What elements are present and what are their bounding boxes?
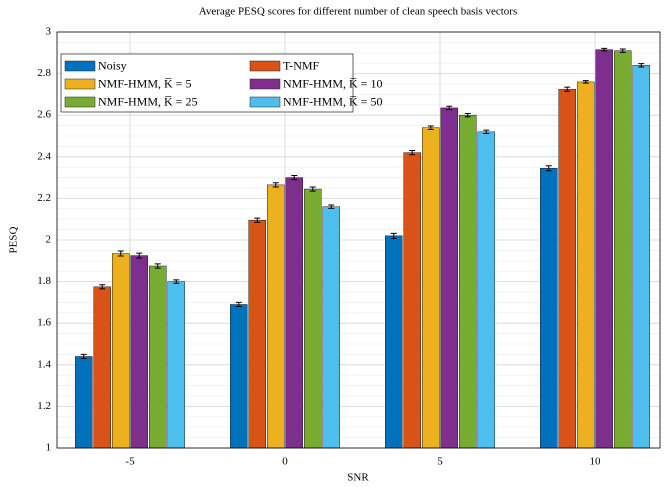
y-tick-label: 3 — [46, 26, 52, 38]
bar — [477, 131, 495, 449]
error-bar — [427, 125, 434, 130]
bar — [248, 219, 266, 449]
error-bar — [619, 48, 626, 53]
y-tick-label: 2.8 — [37, 67, 51, 79]
legend-box — [60, 53, 354, 113]
error-bar — [601, 47, 608, 52]
error-bar — [390, 232, 397, 239]
error-bar — [80, 353, 87, 360]
error-bar — [545, 165, 552, 172]
error-bar — [254, 217, 261, 223]
bar — [75, 356, 93, 449]
bar — [112, 253, 130, 449]
error-bar — [409, 150, 416, 156]
error-bar — [582, 80, 589, 84]
y-axis-label: PESQ — [8, 226, 20, 253]
error-bar — [564, 86, 571, 92]
error-bar — [328, 204, 335, 209]
bar — [614, 50, 632, 449]
x-tick-label: 5 — [437, 456, 443, 468]
bar — [167, 281, 185, 449]
error-bar — [483, 129, 490, 135]
x-tick-label: -5 — [125, 456, 135, 468]
bar — [632, 65, 650, 449]
legend-swatch — [64, 60, 96, 72]
chart-title: Average PESQ scores for different number… — [199, 6, 517, 18]
error-bar — [136, 252, 143, 259]
bar — [540, 167, 558, 449]
y-tick-label: 2 — [46, 234, 52, 246]
bar — [577, 81, 595, 449]
error-bar — [99, 284, 106, 290]
legend-label: Noisy — [98, 58, 127, 72]
error-bar — [446, 105, 453, 111]
bar — [304, 188, 322, 449]
bar — [440, 107, 458, 449]
legend-label: NMF-HMM, K̅ = 10 — [283, 76, 382, 90]
legend-swatch — [249, 78, 281, 90]
legend-swatch — [64, 96, 96, 108]
y-tick-label: 1.4 — [37, 358, 51, 370]
legend-label: NMF-HMM, K̅ = 50 — [283, 94, 382, 108]
plot-frame — [56, 31, 661, 449]
legend-label: NMF-HMM, K̅ = 25 — [98, 94, 197, 108]
error-bar — [638, 63, 645, 68]
bar — [558, 88, 576, 449]
bar — [130, 255, 148, 449]
error-bar — [464, 113, 471, 118]
bar — [285, 177, 303, 449]
error-bar — [235, 301, 242, 308]
bar — [322, 206, 340, 449]
legend-label: T-NMF — [283, 58, 320, 72]
error-bar — [173, 279, 180, 284]
bar — [422, 127, 440, 449]
error-bar — [154, 263, 161, 269]
bar — [230, 304, 248, 449]
x-tick-label: 0 — [282, 456, 288, 468]
bar — [149, 265, 167, 449]
error-bar — [291, 175, 298, 181]
y-tick-label: 2.4 — [37, 150, 51, 162]
bar — [595, 49, 613, 449]
legend-swatch — [249, 60, 281, 72]
x-tick-label: 10 — [590, 456, 602, 468]
bar — [267, 184, 285, 449]
y-tick-label: 1.6 — [37, 317, 51, 329]
bar — [93, 286, 111, 449]
bar — [459, 114, 477, 449]
y-tick-label: 1.8 — [37, 275, 51, 287]
x-axis-label: SNR — [347, 472, 369, 484]
legend-label: NMF-HMM, K̅ = 5 — [98, 76, 191, 90]
error-bar — [309, 186, 316, 192]
error-bar — [272, 182, 279, 188]
y-tick-label: 2.2 — [37, 192, 51, 204]
y-tick-label: 2.6 — [37, 109, 51, 121]
bar — [403, 152, 421, 449]
legend-swatch — [249, 96, 281, 108]
error-bar — [117, 250, 124, 257]
legend-swatch — [64, 78, 96, 90]
y-tick-label: 1.2 — [37, 400, 51, 412]
bar — [385, 235, 403, 449]
y-tick-label: 1 — [46, 442, 52, 454]
